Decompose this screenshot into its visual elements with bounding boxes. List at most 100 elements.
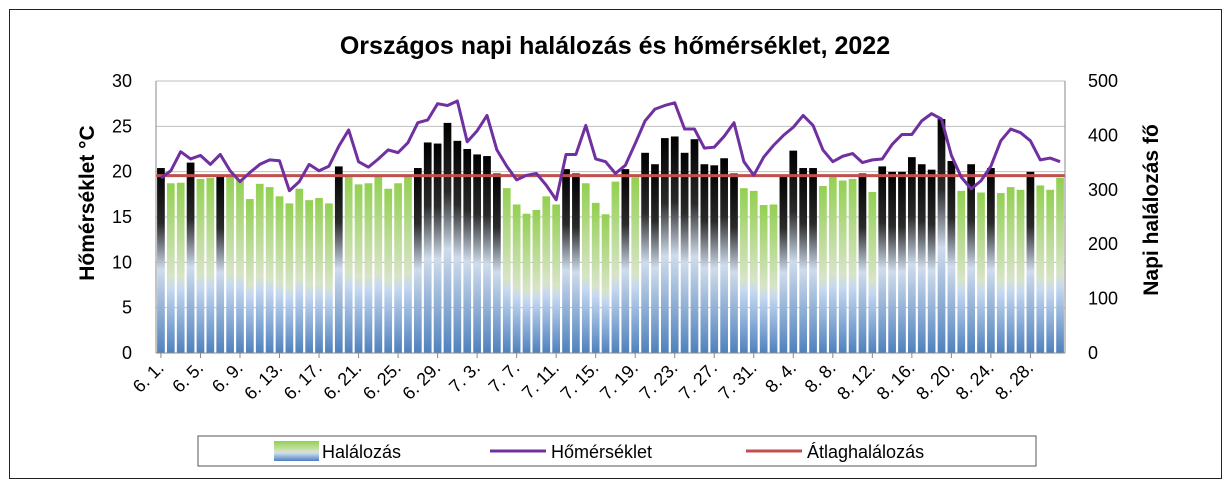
bar-halalozas <box>957 190 966 353</box>
bar-halalozas <box>1056 177 1064 353</box>
bar-halalozas <box>1036 185 1045 353</box>
bar-halalozas <box>987 168 995 353</box>
right-tick-label: 400 <box>1088 125 1118 145</box>
x-tick-label: 8. 28. <box>991 358 1037 404</box>
bar-halalozas <box>581 183 590 353</box>
bar-halalozas <box>453 140 462 353</box>
x-tick-label: 7. 19. <box>596 358 642 404</box>
bar-halalozas <box>660 138 669 353</box>
bar-halalozas <box>522 213 531 353</box>
bar-halalozas <box>878 166 887 353</box>
bar-halalozas <box>710 165 719 353</box>
bar-halalozas <box>196 178 205 353</box>
bar-halalozas <box>226 175 234 353</box>
right-tick-label: 0 <box>1088 343 1098 363</box>
bar-halalozas <box>651 164 659 353</box>
bar-halalozas <box>937 119 946 353</box>
x-tick-label: 7. 31. <box>715 358 761 404</box>
legend: Halálozás Hőmérséklet Átlaghalálozás <box>197 435 1037 467</box>
legend-box <box>197 435 1037 467</box>
right-tick-label: 500 <box>1088 71 1118 91</box>
bar-halalozas <box>236 178 244 353</box>
bar-halalozas <box>176 182 185 353</box>
bar-halalozas <box>295 188 304 353</box>
bar-halalozas <box>700 164 709 353</box>
bar-halalozas <box>720 158 728 353</box>
bar-halalozas <box>759 205 768 353</box>
bar-halalozas <box>631 177 640 353</box>
bar-halalozas <box>166 183 175 353</box>
x-tick-label: 7. 3. <box>445 358 484 397</box>
bar-halalozas <box>749 190 758 353</box>
bar-halalozas <box>1026 171 1035 353</box>
left-tick-label: 25 <box>112 116 132 136</box>
bar-halalozas <box>473 154 481 353</box>
bar-halalozas <box>394 183 402 353</box>
x-tick-label: 6. 25. <box>359 358 405 404</box>
x-tick-label: 7. 7. <box>485 358 524 397</box>
bar-halalozas <box>374 176 383 353</box>
bar-halalozas <box>305 200 313 353</box>
bar-halalozas <box>828 176 837 353</box>
bar-halalozas <box>572 173 580 353</box>
bar-halalozas <box>730 173 738 353</box>
bar-halalozas <box>542 196 551 353</box>
right-tick-label: 300 <box>1088 180 1118 200</box>
left-tick-label: 15 <box>112 207 132 227</box>
bar-halalozas <box>769 204 778 353</box>
left-tick-label: 0 <box>122 343 132 363</box>
bar-halalozas <box>779 174 788 353</box>
x-tick-label: 8. 4. <box>761 358 800 397</box>
bar-halalozas <box>868 191 877 353</box>
bar-halalozas <box>641 152 649 353</box>
left-tick-label: 10 <box>112 252 132 272</box>
legend-label-atlaghalalozas: Átlaghalálozás <box>807 442 924 462</box>
bar-halalozas <box>819 185 827 353</box>
bar-halalozas <box>611 181 620 353</box>
bar-halalozas <box>740 188 748 353</box>
bar-halalozas <box>443 122 452 353</box>
x-tick-label: 6. 29. <box>398 358 444 404</box>
bar-halalozas <box>334 166 343 353</box>
bar-halalozas <box>344 176 353 353</box>
x-tick-label: 7. 27. <box>675 358 721 404</box>
bar-halalozas <box>265 187 274 353</box>
bar-halalozas <box>423 142 432 353</box>
left-tick-label: 20 <box>112 162 132 182</box>
bar-halalozas <box>255 183 264 353</box>
x-tick-label: 6. 1. <box>129 358 168 397</box>
bar-halalozas <box>532 209 541 353</box>
bar-halalozas <box>690 139 699 353</box>
chart-frame: Országos napi halálozás és hőmérséklet, … <box>9 9 1222 479</box>
left-tick-label: 5 <box>122 298 132 318</box>
right-tick-label: 200 <box>1088 234 1118 254</box>
right-axis-ticks: 0 100 200 300 400 500 <box>1088 71 1118 363</box>
bar-halalozas <box>483 156 491 353</box>
bar-halalozas <box>799 168 808 353</box>
bar-halalozas <box>838 180 847 353</box>
bar-halalozas <box>285 203 294 353</box>
x-tick-label: 8. 20. <box>912 358 958 404</box>
bar-halalozas <box>463 149 472 353</box>
x-tick-label: 6. 21. <box>319 358 365 404</box>
bar-halalozas <box>384 188 393 353</box>
bar-halalozas <box>512 204 521 353</box>
bar-halalozas <box>809 168 817 353</box>
x-axis-ticks: 6. 1. 6. 5. 6. 9.6. 13.6. 17.6. 21.6. 25.6… <box>129 353 1037 404</box>
bar-halalozas <box>908 157 916 353</box>
x-tick-label: 8. 24. <box>952 358 998 404</box>
left-axis-title: Hőmérséklet °C <box>76 125 99 280</box>
bar-halalozas <box>858 173 867 353</box>
chart-title: Országos napi halálozás és hőmérséklet, … <box>340 32 890 60</box>
bar-halalozas <box>789 150 798 353</box>
bar-series-halalozas <box>157 119 1064 353</box>
bar-halalozas <box>917 164 926 353</box>
bar-halalozas <box>502 188 511 353</box>
x-tick-label: 6. 17. <box>280 358 326 404</box>
bar-halalozas <box>1006 187 1015 353</box>
bar-halalozas <box>354 184 363 353</box>
left-tick-label: 30 <box>112 71 132 91</box>
bar-halalozas <box>157 168 165 353</box>
bar-halalozas <box>591 202 600 353</box>
bar-halalozas <box>1016 189 1025 353</box>
